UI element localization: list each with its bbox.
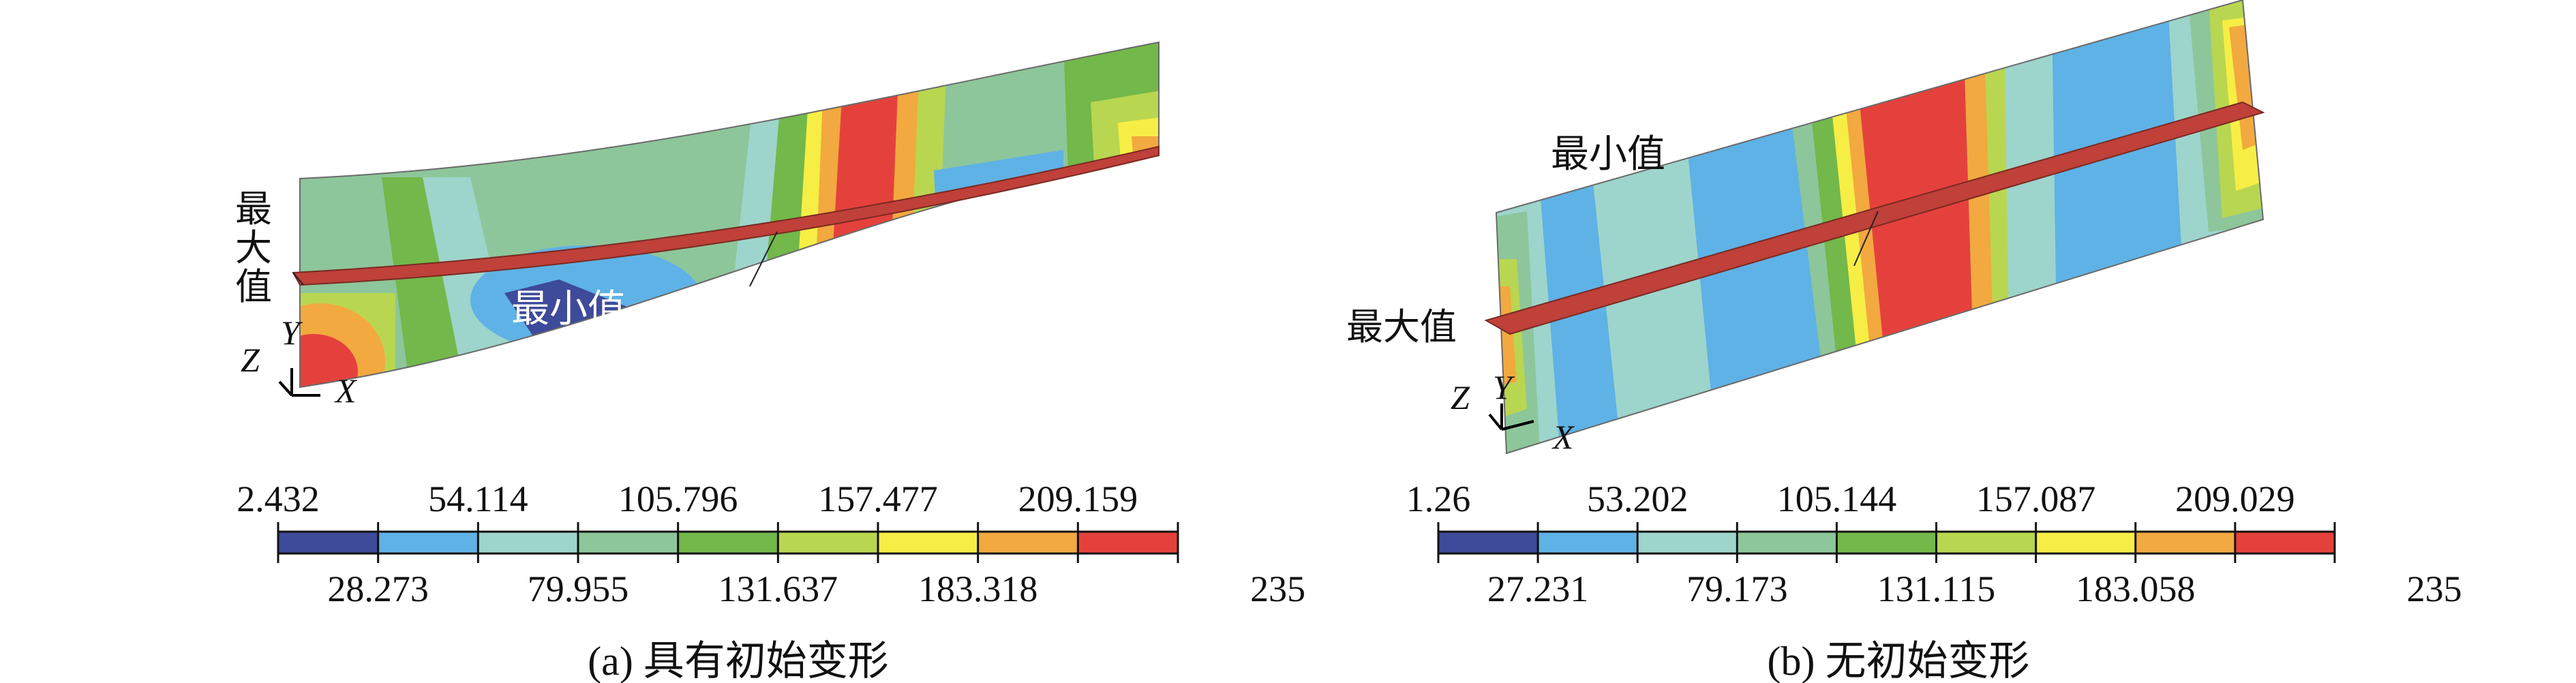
legend-swatch <box>1737 532 1837 553</box>
legend-swatch <box>2035 532 2136 553</box>
legend-label-top: 105.796 <box>618 479 738 519</box>
caption-b: (b) 无初始变形 <box>1768 639 2030 683</box>
caption-a: (a) 具有初始变形 <box>588 639 889 683</box>
legend-label-top: 105.144 <box>1777 479 1897 519</box>
legend-swatch <box>1438 532 1539 553</box>
legend-swatch <box>1836 532 1937 553</box>
legend-label-top: 209.029 <box>2175 479 2295 519</box>
panel-b-plate <box>1496 0 2263 453</box>
contour-patch <box>924 245 951 327</box>
legend-label-bottom: 131.115 <box>1877 568 1996 609</box>
legend-swatch <box>1538 532 1638 553</box>
legend-label-bottom: 79.955 <box>528 568 629 609</box>
legend-label-top: 157.087 <box>1976 479 2096 519</box>
legend-label-bottom: 79.173 <box>1686 568 1788 609</box>
contour-patch <box>300 334 358 387</box>
stiffener-edge <box>292 272 304 286</box>
legend-swatch <box>1078 532 1178 553</box>
panel-b: 最小值 最大值 Z Y X 1.26 53.202 105.144 157.087 20… <box>1346 0 2462 683</box>
contour-patch <box>1118 116 1159 218</box>
panel-a-plate <box>300 42 1159 387</box>
legend-swatch <box>278 532 378 553</box>
legend-swatch <box>578 532 678 553</box>
stiffener-flange <box>292 145 1160 286</box>
axis-x-label: X <box>1551 418 1575 456</box>
legend-label-bottom: 235 <box>1250 568 1305 609</box>
legend-swatch <box>478 532 578 553</box>
axis-lines <box>1488 404 1534 431</box>
max-label-b: 最大值 <box>1346 307 1457 348</box>
legend-a: 2.432 54.114 105.796 157.477 209.159 28.273 79… <box>237 479 1305 609</box>
leader-line <box>749 231 778 287</box>
legend-swatch <box>2234 532 2335 553</box>
max-label-a-3: 值 <box>235 267 272 307</box>
max-label-a-2: 大 <box>235 228 272 269</box>
max-label-a-1: 最 <box>235 189 272 230</box>
axis-triad-b: Z Y X <box>1451 368 1575 456</box>
legend-swatch <box>2135 532 2235 553</box>
legend-swatch <box>978 532 1078 553</box>
axis-lines <box>278 368 320 397</box>
legend-label-top: 1.26 <box>1406 479 1471 519</box>
legend-swatch <box>1637 532 1738 553</box>
axis-y-label: Y <box>281 314 303 352</box>
legend-swatch <box>1936 532 2036 553</box>
legend-label-top: 53.202 <box>1587 479 1688 519</box>
legend-swatch <box>878 532 978 553</box>
legend-label-bottom: 183.058 <box>2076 568 2196 609</box>
min-label-b: 最小值 <box>1551 134 1665 176</box>
legend-label-bottom: 131.637 <box>718 568 838 609</box>
legend-label-top: 54.114 <box>428 479 528 519</box>
panel-a: 最 大 值 最小值 Z Y X 2.432 54.114 105.796 157.47… <box>235 41 1305 683</box>
legend-swatch <box>778 532 878 553</box>
legend-swatch <box>678 532 778 553</box>
legend-b: 1.26 53.202 105.144 157.087 209.029 27.231 79.… <box>1406 479 2462 609</box>
legend-label-bottom: 28.273 <box>327 568 429 609</box>
legend-label-bottom: 235 <box>2407 568 2462 609</box>
plate-outline <box>1495 0 2264 455</box>
legend-swatch <box>378 532 479 553</box>
axis-y-label: Y <box>1493 368 1515 406</box>
axis-z-label: Z <box>1451 378 1470 416</box>
axis-z-label: Z <box>241 341 260 379</box>
legend-label-top: 2.432 <box>237 479 320 519</box>
min-label-a: 最小值 <box>511 288 626 331</box>
legend-label-top: 209.159 <box>1018 479 1138 519</box>
legend-label-top: 157.477 <box>818 479 938 519</box>
legend-label-bottom: 183.318 <box>918 568 1038 609</box>
axis-triad-a: Z Y X <box>241 314 358 410</box>
contour-patch <box>2004 14 2059 453</box>
legend-label-bottom: 27.231 <box>1487 568 1589 609</box>
axis-x-label: X <box>334 371 358 410</box>
leader-line <box>1853 211 1879 267</box>
